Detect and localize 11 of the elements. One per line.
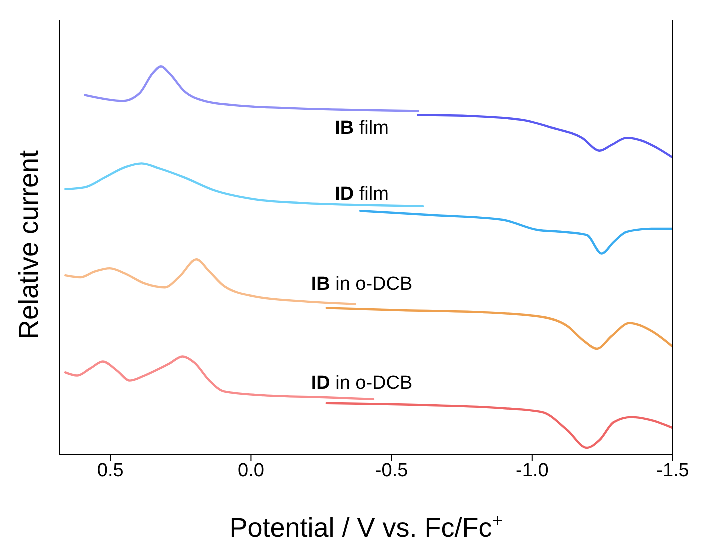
x-tick-label: 0.0: [238, 460, 264, 482]
x-tick-label: 0.5: [97, 460, 124, 482]
annotation: ID film: [335, 184, 389, 205]
x-tick-label: -1.0: [516, 460, 549, 482]
annotation: IB in o-DCB: [311, 274, 413, 295]
x-axis-title: Potential / V vs. Fc/Fc$^{+}$: [230, 510, 504, 543]
annotation: ID in o-DCB: [311, 373, 413, 394]
annotation: IB film: [335, 118, 389, 139]
x-tick-label: -1.5: [656, 460, 690, 482]
y-axis-title: Relative current: [14, 150, 44, 340]
x-tick-label: -0.5: [375, 460, 408, 482]
